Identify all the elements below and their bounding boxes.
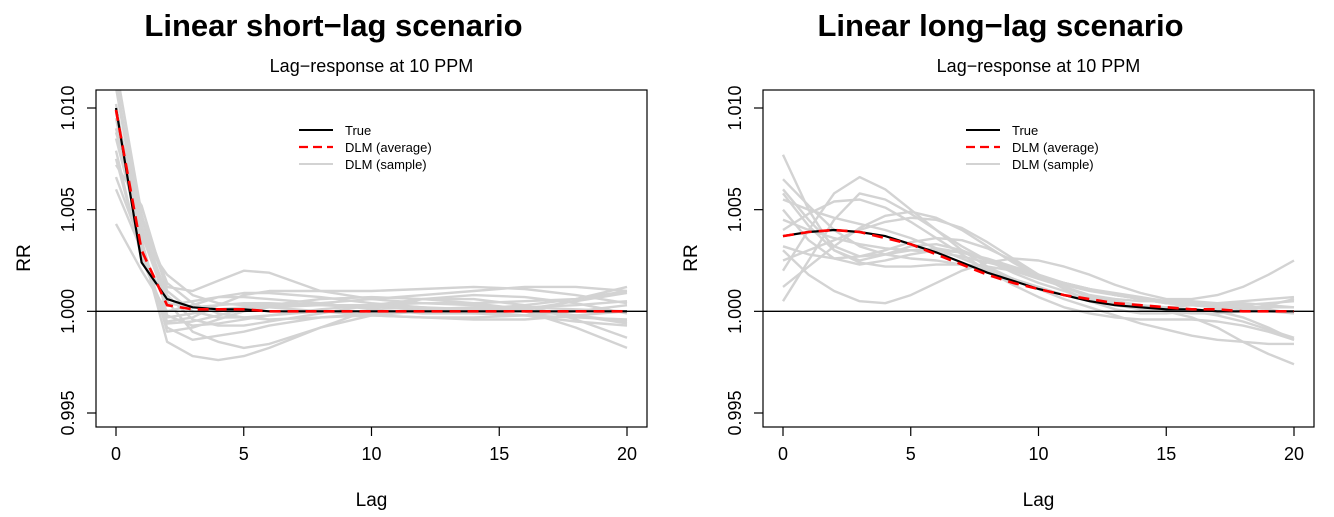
x-tick-label: 5 bbox=[906, 444, 916, 464]
x-tick-label: 20 bbox=[1284, 444, 1304, 464]
lag-response-chart-long: Lag−response at 10 PPM 0 5 10 15 20 0.995 1.000… bbox=[681, 56, 1315, 511]
legend-label: True bbox=[1012, 123, 1038, 138]
plot-area bbox=[96, 90, 647, 362]
y-tick-label: 0.995 bbox=[725, 390, 745, 435]
sample-line bbox=[116, 90, 628, 333]
y-tick-label: 1.005 bbox=[725, 187, 745, 232]
y-tick-label: 0.995 bbox=[58, 390, 78, 435]
y-tick-label: 1.005 bbox=[58, 187, 78, 232]
x-tick-label: 10 bbox=[1028, 444, 1048, 464]
plot-title: Lag−response at 10 PPM bbox=[270, 56, 474, 76]
left-panel: Linear short−lag scenario Lag−response a… bbox=[14, 8, 648, 511]
true-line bbox=[782, 228, 1294, 313]
sample-line bbox=[114, 150, 628, 319]
x-tick-label: 20 bbox=[617, 444, 637, 464]
legend: True DLM (average) DLM (sample) bbox=[966, 123, 1099, 172]
legend-label: DLM (average) bbox=[345, 140, 432, 155]
sample-line bbox=[781, 175, 1295, 366]
sample-line bbox=[782, 192, 1294, 309]
average-line bbox=[782, 228, 1294, 313]
sample-line bbox=[115, 90, 628, 311]
x-tick-label: 5 bbox=[239, 444, 249, 464]
y-tick-label: 1.000 bbox=[58, 289, 78, 334]
average-line bbox=[114, 109, 627, 313]
x-axis-label: Lag bbox=[1023, 490, 1055, 511]
x-tick-label: 15 bbox=[1156, 444, 1176, 464]
sample-line bbox=[115, 90, 628, 305]
y-axis-label: RR bbox=[681, 244, 702, 271]
sample-line bbox=[782, 249, 1295, 305]
y-tick-label: 1.010 bbox=[725, 85, 745, 130]
legend: True DLM (average) DLM (sample) bbox=[299, 123, 432, 172]
x-tick-label: 10 bbox=[361, 444, 381, 464]
legend-label: True bbox=[345, 123, 371, 138]
plot-title: Lag−response at 10 PPM bbox=[937, 56, 1141, 76]
x-tick-label: 0 bbox=[111, 444, 121, 464]
true-line bbox=[114, 107, 627, 313]
y-tick-label: 1.000 bbox=[725, 289, 745, 334]
sample-line bbox=[114, 103, 628, 323]
x-tick-label: 15 bbox=[489, 444, 509, 464]
sample-line bbox=[114, 117, 628, 341]
x-tick-label: 0 bbox=[778, 444, 788, 464]
panel-title: Linear long−lag scenario bbox=[817, 8, 1184, 43]
sample-line bbox=[782, 178, 1295, 339]
right-panel: Linear long−lag scenario Lag−response at… bbox=[667, 0, 1334, 517]
legend-label: DLM (sample) bbox=[1012, 157, 1094, 172]
x-axis-label: Lag bbox=[356, 490, 388, 511]
plot-area bbox=[763, 154, 1314, 366]
panel-title: Linear short−lag scenario bbox=[144, 8, 523, 43]
legend-label: DLM (sample) bbox=[345, 157, 427, 172]
y-axis-label: RR bbox=[14, 244, 35, 271]
legend-label: DLM (average) bbox=[1012, 140, 1099, 155]
sample-line bbox=[782, 236, 1295, 309]
sample-line bbox=[114, 158, 628, 325]
y-tick-label: 1.010 bbox=[58, 85, 78, 130]
lag-response-chart-short: Lag−response at 10 PPM 0 5 10 15 20 0.995 1.000… bbox=[14, 56, 648, 511]
sample-line bbox=[782, 198, 1295, 341]
